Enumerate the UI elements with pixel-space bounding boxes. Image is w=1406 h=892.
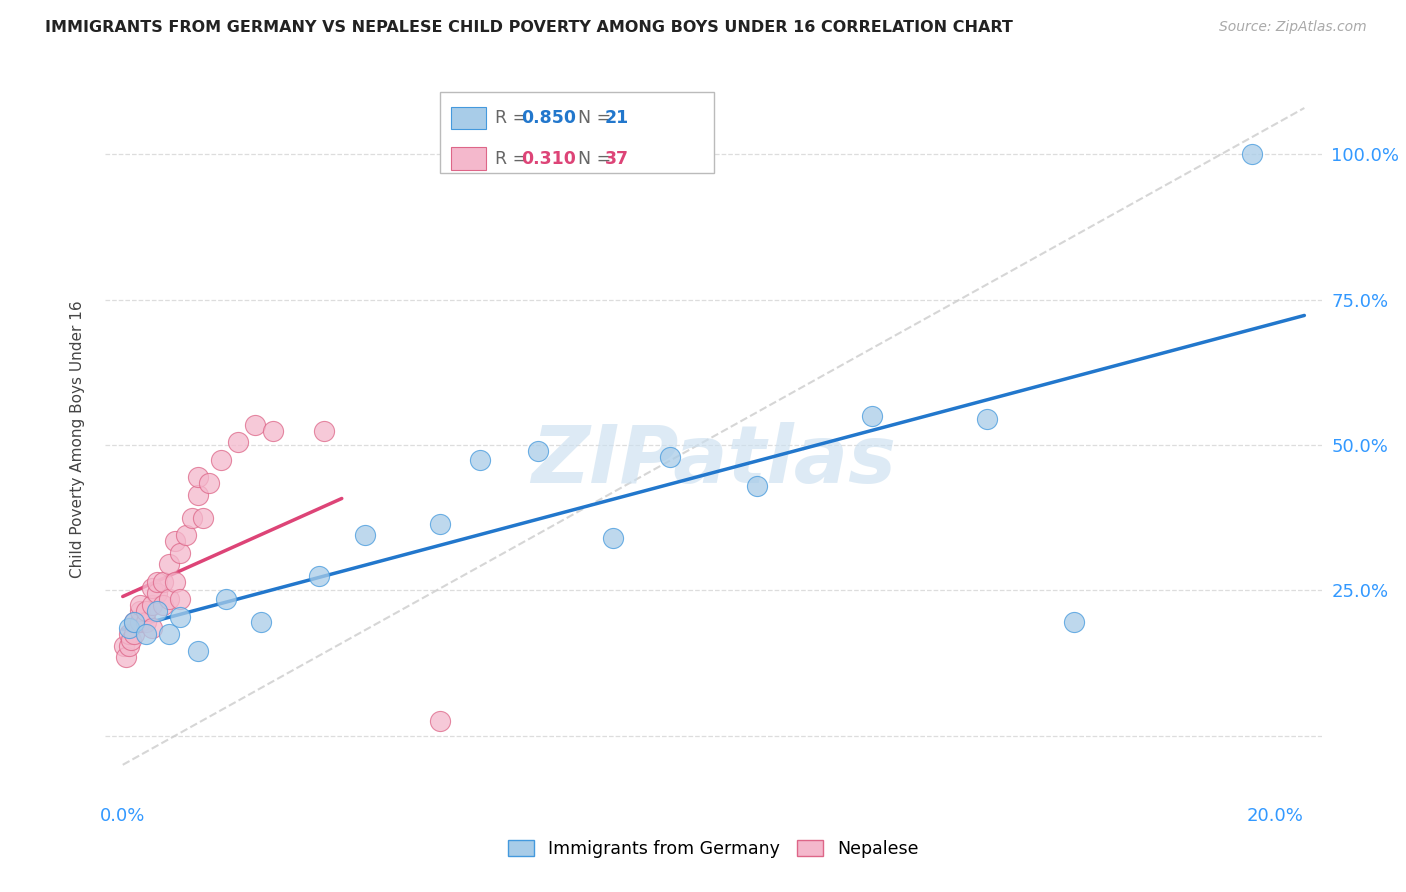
Point xyxy=(308,569,330,583)
Point xyxy=(122,627,145,641)
Point xyxy=(120,632,142,647)
Point xyxy=(174,528,197,542)
Point xyxy=(146,586,169,600)
Point xyxy=(526,444,548,458)
Point xyxy=(129,598,152,612)
Point xyxy=(117,639,139,653)
Point xyxy=(114,639,136,653)
Point xyxy=(169,592,191,607)
Point xyxy=(250,615,273,630)
Point xyxy=(163,574,186,589)
Text: N =: N = xyxy=(578,109,612,127)
Point xyxy=(141,581,163,595)
Point xyxy=(860,409,883,423)
Point xyxy=(135,604,157,618)
Text: 37: 37 xyxy=(605,150,628,168)
Point xyxy=(659,450,682,464)
Point xyxy=(187,470,209,484)
Point xyxy=(117,621,139,635)
Point xyxy=(129,604,152,618)
Y-axis label: Child Poverty Among Boys Under 16: Child Poverty Among Boys Under 16 xyxy=(70,301,84,578)
Point xyxy=(468,452,491,467)
Point xyxy=(152,574,174,589)
Point xyxy=(152,598,174,612)
Text: R =: R = xyxy=(495,109,527,127)
Point xyxy=(157,592,180,607)
Point xyxy=(193,510,215,524)
Point xyxy=(117,627,139,641)
Text: ZIPatlas: ZIPatlas xyxy=(531,422,896,500)
Point xyxy=(122,615,145,630)
Point xyxy=(146,604,169,618)
Point xyxy=(215,592,238,607)
Point xyxy=(1063,615,1085,630)
Point xyxy=(146,574,169,589)
Point xyxy=(180,510,202,524)
Point xyxy=(198,475,221,490)
Point xyxy=(187,487,209,501)
Point xyxy=(141,598,163,612)
Text: 0.850: 0.850 xyxy=(522,109,576,127)
Text: 21: 21 xyxy=(605,109,628,127)
Point xyxy=(226,435,249,450)
Point xyxy=(135,615,157,630)
Point xyxy=(163,534,186,549)
Text: N =: N = xyxy=(578,150,612,168)
Point xyxy=(141,621,163,635)
Point xyxy=(169,609,191,624)
Point xyxy=(169,546,191,560)
Point xyxy=(209,452,232,467)
Point xyxy=(122,615,145,630)
Text: IMMIGRANTS FROM GERMANY VS NEPALESE CHILD POVERTY AMONG BOYS UNDER 16 CORRELATIO: IMMIGRANTS FROM GERMANY VS NEPALESE CHIL… xyxy=(45,20,1012,35)
Point xyxy=(187,644,209,658)
Point xyxy=(114,650,136,665)
Point xyxy=(429,714,451,729)
Point xyxy=(1241,147,1264,161)
Point xyxy=(157,627,180,641)
Point xyxy=(745,479,768,493)
Text: Source: ZipAtlas.com: Source: ZipAtlas.com xyxy=(1219,20,1367,34)
Point xyxy=(602,531,624,545)
Legend: Immigrants from Germany, Nepalese: Immigrants from Germany, Nepalese xyxy=(499,831,928,867)
Point xyxy=(976,412,998,426)
Point xyxy=(262,424,284,438)
Point xyxy=(314,424,336,438)
Point xyxy=(157,558,180,572)
Text: R =: R = xyxy=(495,150,527,168)
Text: 0.310: 0.310 xyxy=(522,150,576,168)
Point xyxy=(353,528,375,542)
Point xyxy=(429,516,451,531)
Point xyxy=(135,627,157,641)
Point xyxy=(129,615,152,630)
Point xyxy=(245,417,267,432)
